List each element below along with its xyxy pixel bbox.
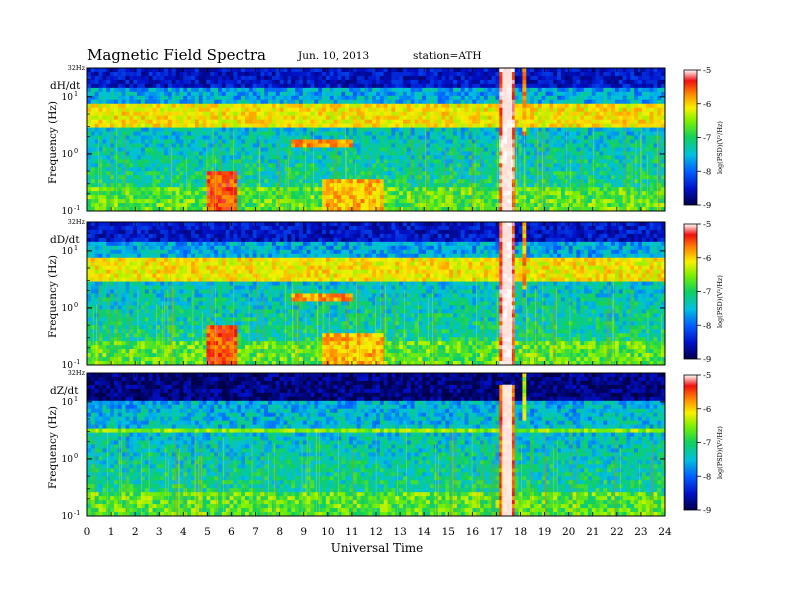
y-axis-label: Frequency (Hz): [47, 101, 59, 184]
x-tick-label: 17: [490, 526, 503, 538]
colorbar: [683, 223, 698, 360]
x-tick-label: 18: [514, 526, 527, 538]
x-tick-label: 22: [610, 526, 623, 538]
colorbar-tick-label: -6: [703, 405, 711, 415]
y-tick-exponent: 0: [74, 301, 78, 309]
colorbar-tick-label: -6: [703, 100, 711, 110]
y-tick-exponent: -1: [74, 509, 80, 517]
colorbar-tick-label: -5: [703, 371, 711, 381]
colorbar-tick-label: -8: [703, 321, 711, 331]
x-tick-label: 14: [417, 526, 431, 538]
y-tick-label: 10: [62, 304, 74, 314]
y-tick-exponent: 1: [74, 395, 78, 403]
x-tick-label: 0: [84, 526, 91, 538]
y-tick-label: 10: [62, 247, 74, 257]
y-tick-exponent: -1: [74, 204, 80, 212]
colorbar-tick-label: -9: [703, 506, 711, 516]
top-frequency-label: 32Hz: [68, 369, 86, 377]
x-tick-label: 13: [393, 526, 406, 538]
x-tick-label: 8: [276, 526, 283, 538]
x-tick-label: 2: [132, 526, 139, 538]
date-label: Jun. 10, 2013: [297, 50, 369, 62]
y-tick-label: 10: [62, 455, 74, 465]
x-axis: 0 1 2 3 4 5 6 7 8 9 10 11 12 13 14 15 16 17 18 19 20 21 22 23 24: [84, 526, 672, 538]
colorbar-tick-label: -6: [703, 254, 711, 264]
x-tick-label: 12: [369, 526, 382, 538]
x-tick-label: 19: [538, 526, 551, 538]
figure-title: Magnetic Field Spectra: [87, 46, 266, 64]
x-tick-label: 1: [108, 526, 115, 538]
x-tick-label: 4: [180, 526, 187, 538]
x-tick-label: 20: [562, 526, 575, 538]
colorbar-label: log(PSD)(V²/Hz): [716, 275, 724, 328]
colorbar-tick-label: -7: [703, 288, 711, 298]
colorbar-label: log(PSD)(V²/Hz): [716, 426, 724, 479]
y-tick-exponent: 0: [74, 147, 78, 155]
y-tick-label: 10: [62, 398, 74, 408]
x-tick-label: 5: [204, 526, 211, 538]
top-frequency-label: 32Hz: [68, 218, 86, 226]
y-tick-exponent: 1: [74, 244, 78, 252]
y-tick-label: 10: [62, 361, 74, 371]
colorbar-tick-label: -8: [703, 472, 711, 482]
x-tick-label: 16: [466, 526, 480, 538]
colorbar-tick-label: -7: [703, 134, 711, 144]
colorbar-tick-label: -5: [703, 220, 711, 230]
colorbar-tick-label: -9: [703, 201, 711, 211]
y-axis-label: Frequency (Hz): [47, 255, 59, 338]
y-tick-label: 10: [62, 150, 74, 160]
panel-label: dH/dt: [50, 80, 81, 92]
x-tick-label: 23: [634, 526, 647, 538]
colorbar-label: log(PSD)(V²/Hz): [716, 121, 724, 174]
y-tick-label: 10: [62, 207, 74, 217]
x-tick-label: 3: [156, 526, 163, 538]
x-axis-label: Universal Time: [331, 541, 424, 555]
y-tick-exponent: 0: [74, 452, 78, 460]
y-tick-label: 10: [62, 93, 74, 103]
y-tick-label: 10: [62, 512, 74, 522]
x-tick-label: 9: [300, 526, 307, 538]
x-tick-label: 21: [586, 526, 599, 538]
x-tick-label: 24: [658, 526, 672, 538]
colorbar: [683, 374, 698, 511]
top-frequency-label: 32Hz: [68, 64, 86, 72]
x-tick-label: 11: [345, 526, 358, 538]
y-axis-label: Frequency (Hz): [47, 406, 59, 489]
panel-label: dZ/dt: [50, 385, 79, 397]
x-tick-label: 7: [252, 526, 259, 538]
colorbar-tick-label: -5: [703, 66, 711, 76]
y-tick-exponent: 1: [74, 90, 78, 98]
colorbar-tick-label: -8: [703, 167, 711, 177]
colorbar-tick-label: -7: [703, 439, 711, 449]
colorbar: [683, 69, 698, 206]
station-label: station=ATH: [413, 50, 482, 62]
x-tick-label: 15: [442, 526, 455, 538]
x-tick-label: 6: [228, 526, 235, 538]
colorbar-tick-label: -9: [703, 355, 711, 365]
x-tick-label: 10: [321, 526, 334, 538]
y-tick-exponent: -1: [74, 358, 80, 366]
panel-label: dD/dt: [50, 234, 80, 246]
